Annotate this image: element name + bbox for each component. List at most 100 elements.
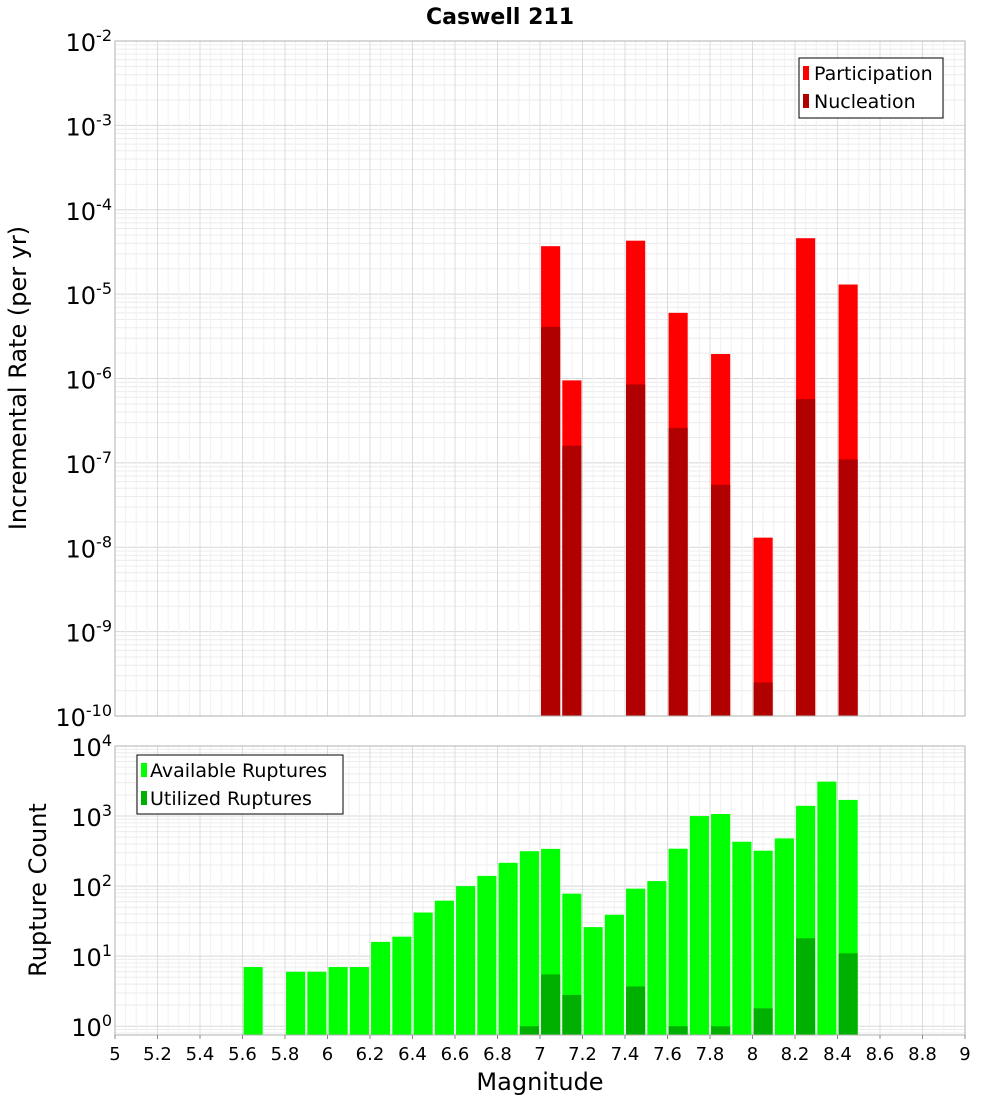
y-tick-label: 10-9 [66, 617, 113, 648]
bar-available-ruptures [392, 936, 412, 1035]
bottom-legend: Available Ruptures Utilized Ruptures [136, 754, 344, 815]
legend-swatch-participation [803, 66, 809, 80]
x-tick-label: 7 [534, 1044, 545, 1065]
y-tick-label: 10-10 [55, 701, 112, 732]
bottom-bars [243, 781, 858, 1035]
top-plot-frame [114, 40, 966, 717]
bar-nucleation [626, 384, 646, 716]
x-tick-label: 9 [959, 1044, 970, 1065]
legend-label-participation: Participation [814, 63, 933, 85]
y-tick-label: 10-2 [66, 26, 113, 57]
bar-available-ruptures [711, 814, 731, 1035]
bar-available-ruptures [349, 967, 369, 1035]
bar-available-ruptures [286, 971, 306, 1035]
bar-utilized-ruptures [753, 1008, 773, 1035]
bar-available-ruptures [328, 967, 348, 1035]
bar-available-ruptures [456, 886, 476, 1035]
x-axis-label: Magnitude [476, 1068, 603, 1096]
x-tick-label: 6.6 [441, 1044, 470, 1065]
bar-nucleation [668, 427, 688, 716]
top-legend-box [798, 57, 944, 119]
legend-swatch-nucleation [803, 94, 809, 108]
y-tick-label: 104 [71, 731, 112, 762]
x-tick-label: 5.2 [143, 1044, 172, 1065]
bar-available-ruptures [498, 862, 518, 1035]
x-ticks: 5 5.2 5.4 5.6 5.8 6 6.2 6.4 6.6 6.8 7 7.2 7.4 7.6 7.8 8… [109, 1035, 971, 1065]
x-tick-label: 8.6 [866, 1044, 895, 1065]
bar-utilized-ruptures [519, 1026, 539, 1035]
y-tick-label: 101 [71, 941, 112, 972]
x-tick-label: 7.8 [696, 1044, 725, 1065]
x-tick-label: 6 [322, 1044, 333, 1065]
bar-available-ruptures [753, 850, 773, 1035]
top-legend: Participation Nucleation [798, 57, 944, 119]
bar-utilized-ruptures [796, 938, 816, 1035]
bar-available-ruptures [243, 967, 263, 1035]
bar-nucleation [838, 459, 858, 716]
top-panel: 10-10 10-9 10-8 10-7 10-6 10-5 10-4 10-3 10-2 In… [4, 26, 966, 732]
y-tick-label: 100 [71, 1011, 112, 1042]
x-tick-label: 8.4 [823, 1044, 852, 1065]
x-tick-label: 5.8 [271, 1044, 300, 1065]
bar-available-ruptures [668, 848, 688, 1035]
bar-nucleation [796, 399, 816, 716]
y-tick-label: 102 [71, 871, 112, 902]
bar-nucleation [753, 682, 773, 716]
bar-nucleation [711, 484, 731, 716]
y-tick-label: 10-6 [66, 364, 113, 395]
y-tick-label: 10-7 [66, 448, 113, 479]
top-gridlines [114, 41, 966, 717]
bar-available-ruptures [477, 875, 497, 1035]
bar-available-ruptures [307, 971, 327, 1035]
chart-title: Caswell 211 [426, 5, 574, 30]
legend-label-available: Available Ruptures [150, 760, 327, 782]
bar-available-ruptures [732, 841, 752, 1035]
bar-available-ruptures [774, 838, 794, 1035]
bottom-y-axis-label: Rupture Count [24, 803, 52, 977]
x-tick-label: 7.6 [653, 1044, 682, 1065]
bar-available-ruptures [434, 900, 454, 1035]
x-tick-label: 7.2 [568, 1044, 597, 1065]
x-tick-label: 8.2 [781, 1044, 810, 1065]
bottom-legend-box [136, 754, 344, 815]
x-tick-label: 8.8 [908, 1044, 937, 1065]
x-tick-label: 8 [747, 1044, 758, 1065]
x-tick-label: 5 [109, 1044, 120, 1065]
x-tick-label: 6.4 [398, 1044, 427, 1065]
bar-available-ruptures [371, 941, 391, 1035]
y-tick-label: 10-4 [66, 195, 113, 226]
y-tick-label: 103 [71, 801, 112, 832]
x-tick-label: 6.8 [483, 1044, 512, 1065]
bar-available-ruptures [817, 781, 837, 1035]
bar-utilized-ruptures [668, 1026, 688, 1035]
bar-utilized-ruptures [562, 994, 582, 1035]
legend-swatch-available [141, 763, 147, 777]
bottom-y-ticks: 100 101 102 103 104 [71, 731, 112, 1042]
top-y-ticks: 10-10 10-9 10-8 10-7 10-6 10-5 10-4 10-3 10-2 [55, 26, 112, 732]
y-tick-label: 10-8 [66, 532, 113, 563]
legend-label-nucleation: Nucleation [814, 91, 916, 113]
bar-available-ruptures [519, 851, 539, 1035]
bar-utilized-ruptures [541, 974, 561, 1035]
y-tick-label: 10-5 [66, 279, 113, 310]
y-tick-label: 10-3 [66, 110, 113, 141]
x-tick-label: 5.4 [186, 1044, 215, 1065]
bar-nucleation [562, 445, 582, 716]
bar-utilized-ruptures [626, 986, 646, 1035]
bar-available-ruptures [647, 881, 667, 1035]
legend-label-utilized: Utilized Ruptures [150, 788, 312, 810]
bar-utilized-ruptures [711, 1026, 731, 1035]
x-tick-label: 5.6 [228, 1044, 257, 1065]
x-tick-label: 7.4 [611, 1044, 640, 1065]
x-tick-label: 6.2 [356, 1044, 385, 1065]
bar-available-ruptures [604, 914, 624, 1035]
bar-available-ruptures [583, 927, 603, 1035]
top-y-axis-label: Incremental Rate (per yr) [4, 226, 32, 530]
bottom-panel: 100 101 102 103 104 5 5.2 5.4 5.6 5.8 6 6.2 6.4 6.6 6… [24, 731, 971, 1096]
bar-available-ruptures [689, 816, 709, 1035]
legend-swatch-utilized [141, 791, 147, 805]
bar-participation [753, 537, 773, 716]
bar-utilized-ruptures [838, 953, 858, 1035]
top-bars [541, 238, 858, 717]
